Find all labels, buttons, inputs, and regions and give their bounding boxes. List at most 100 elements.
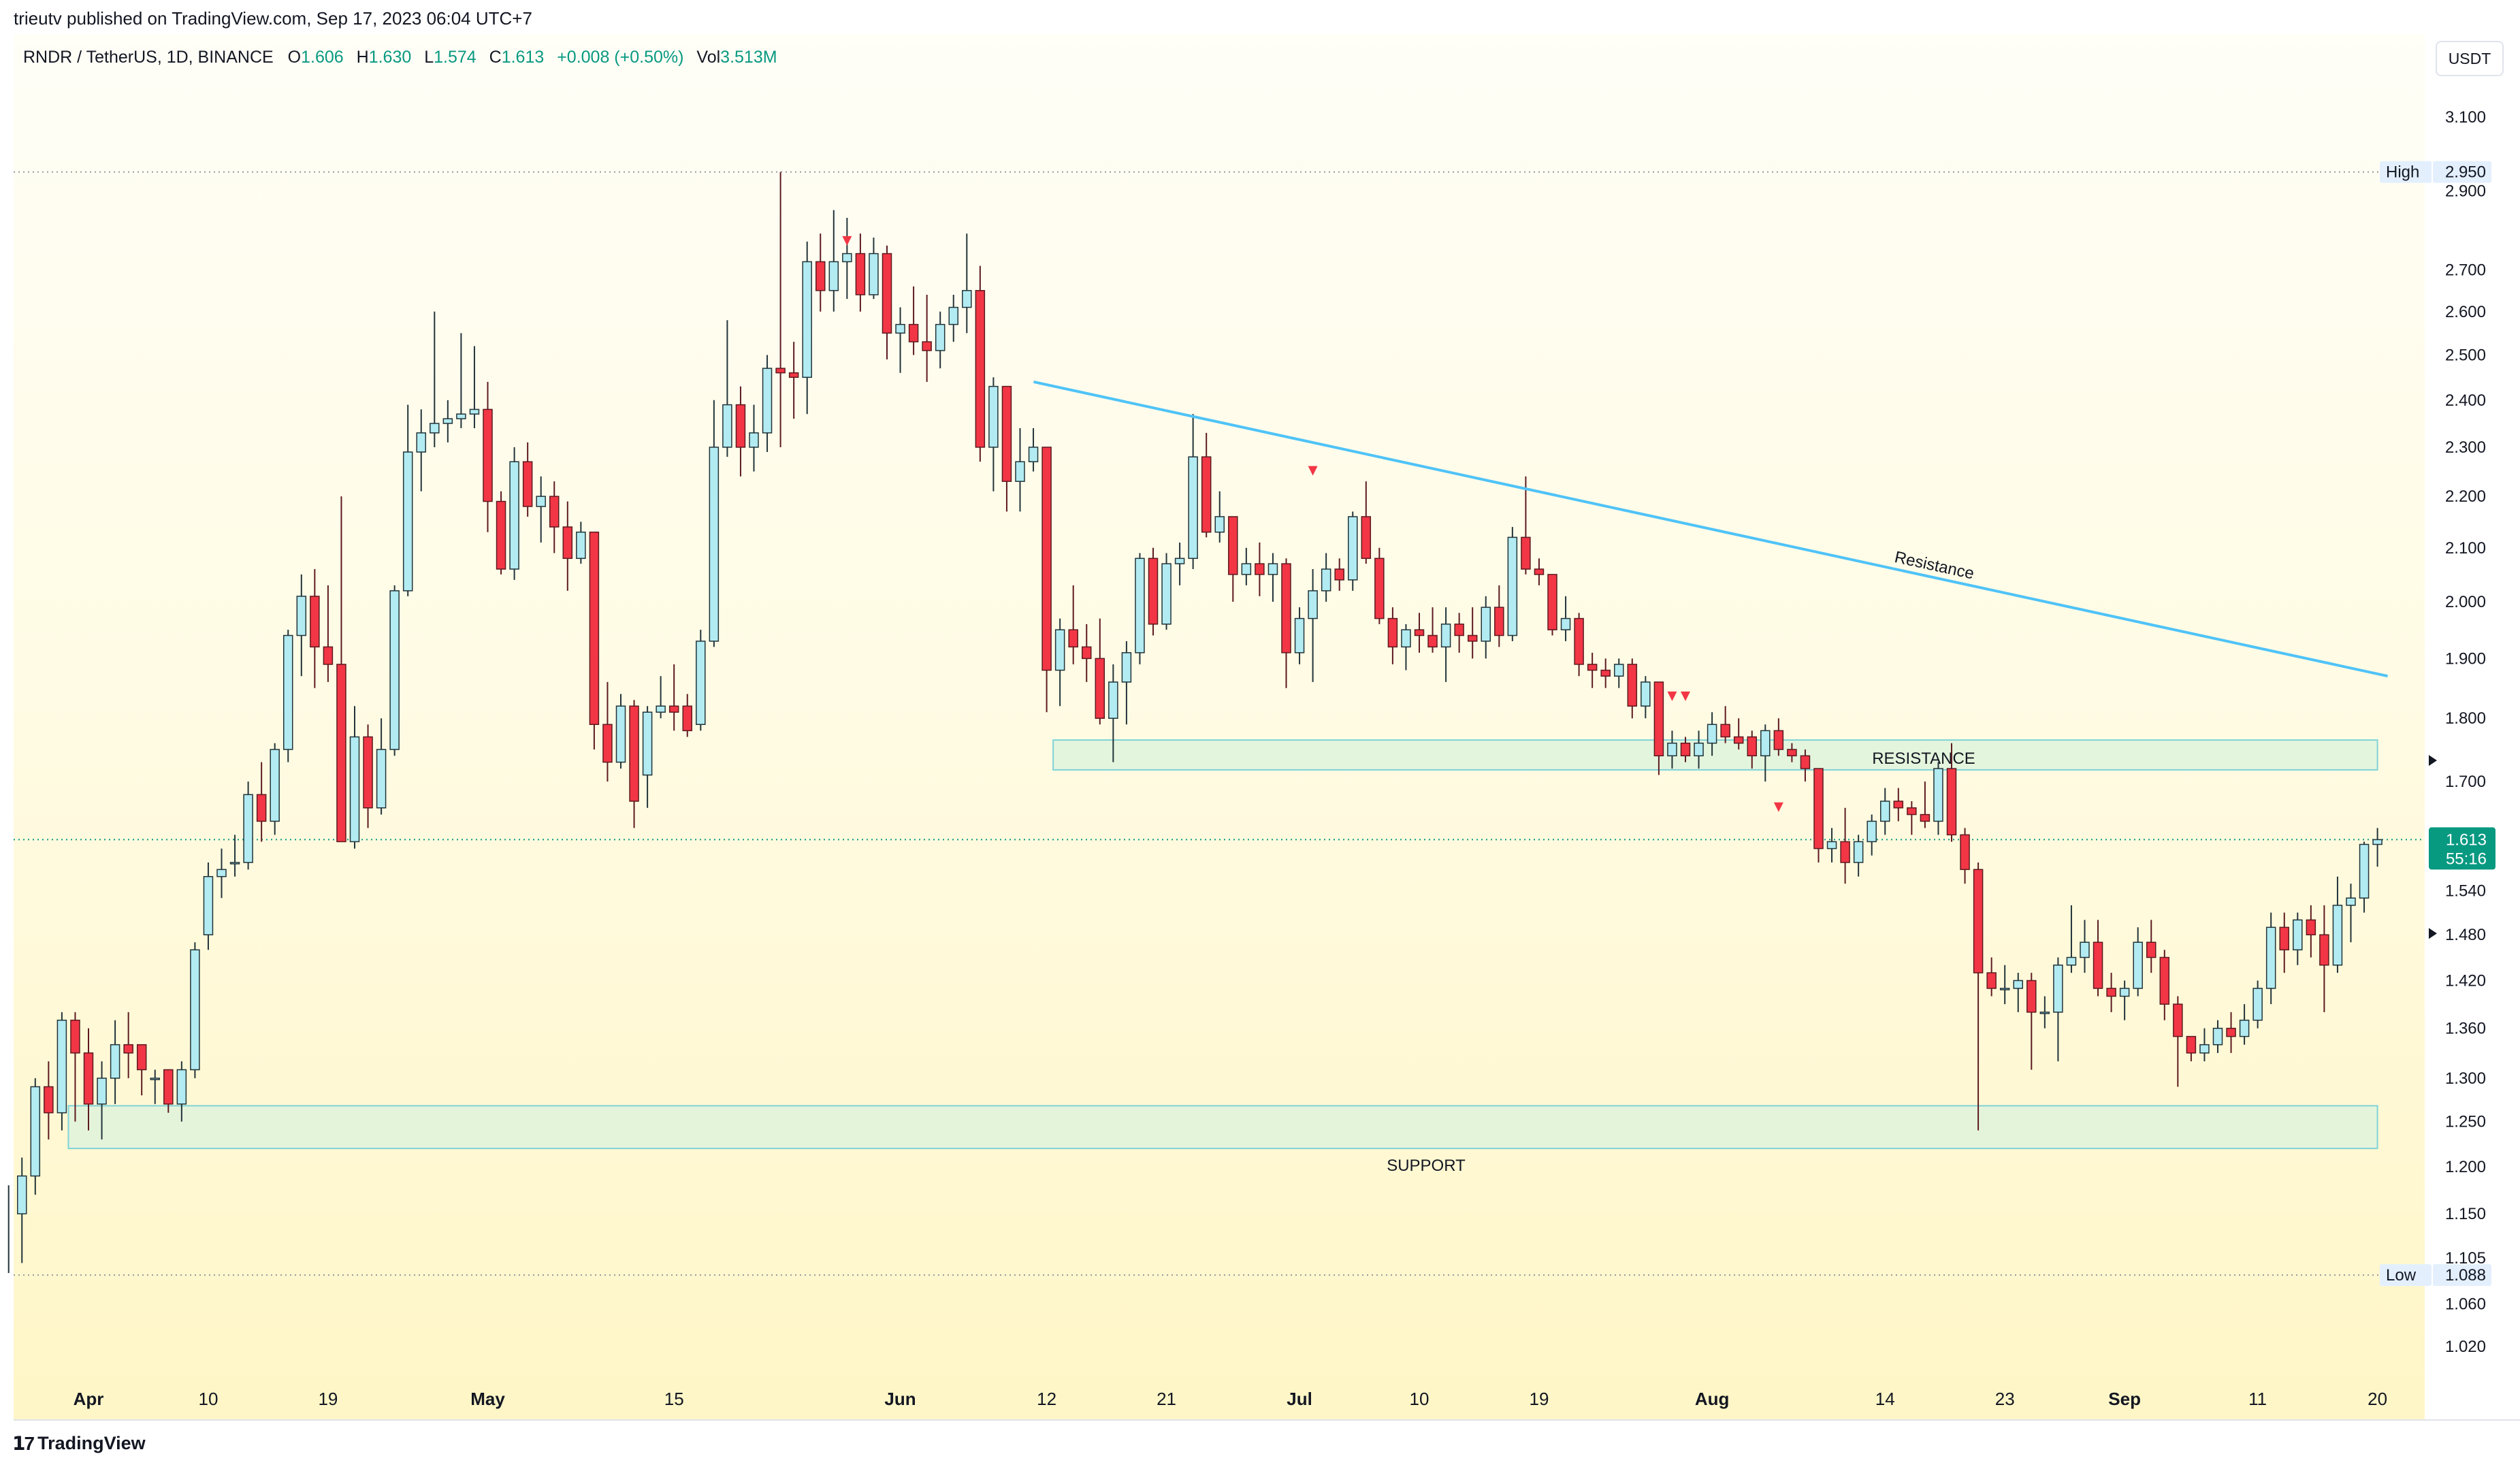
- low-marker-value: 1.088: [2445, 1266, 2486, 1285]
- candle-2023-07-25: [1614, 658, 1624, 688]
- candle-2023-09-06: [2186, 1035, 2197, 1062]
- zone-resistance: [1052, 739, 2378, 771]
- candle-body: [1281, 563, 1291, 653]
- close-value: 1.613: [501, 48, 545, 67]
- candle-2023-05-28: [842, 218, 852, 300]
- price-tick-label: 2.600: [2445, 303, 2486, 321]
- candle-body: [1760, 730, 1771, 757]
- candle-body: [1015, 461, 1025, 482]
- candle-body: [1694, 742, 1704, 757]
- candle-body: [1255, 563, 1265, 575]
- candle-body: [1440, 624, 1451, 648]
- candle-body: [908, 323, 919, 342]
- candle-body: [1707, 724, 1717, 744]
- candle-2023-07-10: [1414, 613, 1425, 653]
- price-tick-label: 2.100: [2445, 539, 2486, 558]
- candle-2023-09-04: [2159, 950, 2170, 1020]
- candle-body: [1787, 749, 1797, 757]
- candle-body: [296, 596, 307, 636]
- candle-2023-08-18: [1933, 762, 1943, 835]
- candle-2023-09-19: [2359, 841, 2370, 913]
- candle-2023-04-09: [190, 942, 200, 1078]
- candle-2023-03-28: [30, 1078, 41, 1195]
- candle-2023-06-19: [1135, 553, 1145, 664]
- price-tick-label: 2.200: [2445, 487, 2486, 506]
- candle-2023-04-13: [243, 781, 253, 870]
- candle-2023-05-25: [802, 241, 812, 415]
- candle-body: [1228, 516, 1238, 575]
- candle-body: [1946, 768, 1957, 836]
- candle-body: [2080, 941, 2090, 958]
- price-tick-label: 1.200: [2445, 1158, 2486, 1176]
- candle-2023-06-18: [1121, 641, 1132, 725]
- candle-2023-04-20: [336, 496, 346, 843]
- candle-2023-06-09: [1001, 385, 1012, 512]
- candle-2023-04-16: [283, 630, 293, 762]
- candle-2023-06-17: [1108, 664, 1118, 762]
- candle-body: [2372, 839, 2382, 845]
- candle-body: [1361, 516, 1372, 560]
- high-value: 1.630: [368, 48, 412, 67]
- low-value: 1.574: [434, 48, 476, 67]
- candle-body: [1893, 801, 1904, 809]
- candle-2023-04-24: [389, 585, 400, 756]
- candle-2023-06-14: [1068, 585, 1078, 664]
- candle-2023-08-04: [1747, 730, 1757, 769]
- price-tick-label: 1.300: [2445, 1069, 2486, 1088]
- candle-body: [1068, 629, 1078, 648]
- candle-body: [2146, 941, 2156, 958]
- candle-2023-06-02: [908, 286, 919, 355]
- candle-2023-07-31: [1694, 730, 1704, 769]
- candle-body: [1414, 629, 1425, 636]
- candle-2023-04-01: [83, 1028, 94, 1131]
- candle-body: [1560, 617, 1571, 630]
- candle-body: [1161, 563, 1172, 625]
- candle-body: [442, 418, 453, 424]
- candle-2023-07-07: [1374, 547, 1385, 624]
- candle-2023-06-15: [1082, 624, 1092, 682]
- candle-body: [2066, 956, 2077, 966]
- price-tick-label: 1.900: [2445, 649, 2486, 668]
- candle-body: [1041, 447, 1052, 671]
- high-label: H: [356, 48, 369, 67]
- candle-2023-09-13: [2279, 912, 2289, 973]
- candle-body: [110, 1044, 120, 1079]
- time-tick-label: Sep: [2108, 1389, 2141, 1409]
- tradingview-logo[interactable]: 𝟭7 TradingView: [12, 1432, 146, 1455]
- candle-2023-08-01: [1707, 712, 1717, 756]
- candle-body: [1028, 447, 1039, 463]
- candle-2023-08-07: [1787, 743, 1797, 762]
- currency-button[interactable]: USDT: [2436, 41, 2504, 76]
- candle-2023-06-23: [1188, 414, 1198, 570]
- symbol-title[interactable]: RNDR / TetherUS, 1D, BINANCE: [23, 48, 274, 67]
- time-tick-label: 15: [664, 1389, 684, 1409]
- candle-body: [1321, 568, 1331, 592]
- candle-body: [509, 461, 519, 570]
- time-tick-label: 12: [1037, 1389, 1056, 1409]
- candle-body: [749, 432, 759, 448]
- time-tick-label: Jul: [1287, 1389, 1312, 1409]
- time-tick-label: 20: [2368, 1389, 2387, 1409]
- candle-2023-08-25: [2026, 973, 2037, 1070]
- candle-2023-05-02: [496, 491, 506, 575]
- candle-body: [1334, 568, 1344, 581]
- candle-2023-04-04: [123, 1012, 133, 1078]
- candle-2023-05-09: [589, 531, 600, 749]
- candle-2023-04-14: [256, 762, 267, 842]
- candle-body: [1148, 558, 1159, 625]
- candle-body: [549, 496, 560, 528]
- candle-2023-09-08: [2212, 1020, 2223, 1053]
- price-scale-arrow-icon: [2429, 928, 2437, 939]
- candle-body: [642, 711, 653, 776]
- candle-body: [576, 531, 586, 560]
- candle-body: [1534, 568, 1545, 575]
- candle-body: [1614, 664, 1624, 677]
- candle-body: [948, 306, 958, 325]
- candle-body: [1494, 607, 1504, 636]
- candle-2023-06-22: [1174, 543, 1185, 585]
- candle-body: [842, 253, 852, 263]
- candle-2023-05-22: [762, 355, 773, 453]
- plot-background: [14, 34, 2425, 1420]
- candle-2023-05-08: [576, 521, 586, 564]
